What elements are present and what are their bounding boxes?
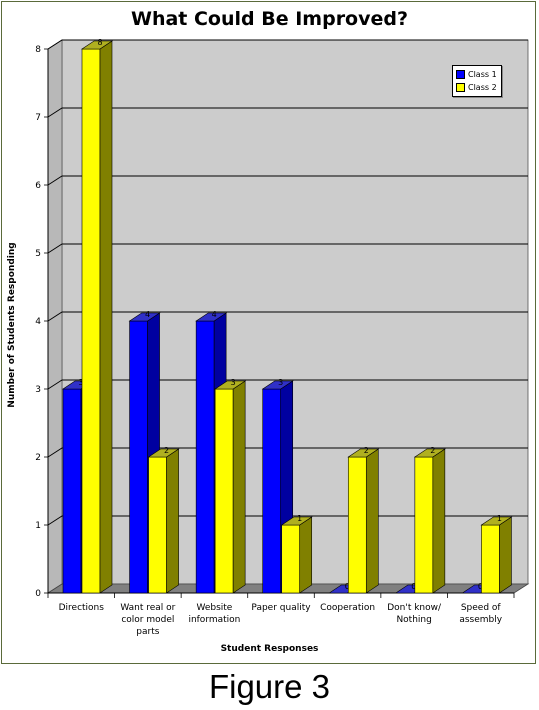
bar-data-label: 4 bbox=[145, 310, 150, 319]
gridline bbox=[47, 39, 528, 50]
x-axis-label: Student Responses bbox=[220, 644, 319, 654]
bar-side bbox=[232, 380, 246, 594]
legend-item-class-1: Class 1 bbox=[456, 68, 498, 81]
bar-side bbox=[432, 448, 446, 594]
x-tick-label: Website bbox=[196, 603, 232, 613]
bar-top bbox=[280, 516, 313, 526]
x-tick-label: information bbox=[188, 615, 240, 625]
bar-data-label: 0 bbox=[411, 582, 416, 591]
y-tick-label: 5 bbox=[35, 249, 41, 259]
y-tick-label: 6 bbox=[35, 181, 41, 191]
bar-data-label: 4 bbox=[212, 310, 217, 319]
bar-top bbox=[261, 380, 294, 390]
bar-data-label: 0 bbox=[478, 582, 483, 591]
y-tick-label: 4 bbox=[35, 317, 41, 327]
bar-side bbox=[499, 516, 512, 594]
bar-side bbox=[99, 40, 113, 594]
bar-data-label: 3 bbox=[78, 378, 83, 387]
bar bbox=[62, 388, 82, 594]
gridline bbox=[47, 175, 528, 186]
gridline bbox=[47, 243, 528, 254]
y-tick-label: 8 bbox=[35, 45, 41, 55]
chart-title: What Could Be Improved? bbox=[130, 8, 409, 30]
bar bbox=[195, 320, 215, 594]
bar-side bbox=[166, 448, 179, 594]
bar bbox=[148, 456, 167, 594]
bar-data-label: 1 bbox=[497, 514, 502, 523]
figure-caption: Figure 3 bbox=[208, 668, 331, 705]
bar bbox=[281, 524, 301, 594]
x-tick-label: Cooperation bbox=[320, 603, 375, 613]
legend-item-class-2: Class 2 bbox=[456, 81, 498, 94]
legend-swatch-class-2 bbox=[456, 83, 465, 92]
bar-data-label: 2 bbox=[164, 446, 169, 455]
y-tick-label: 3 bbox=[35, 385, 41, 395]
x-tick-label: assembly bbox=[459, 615, 502, 625]
x-tick-label: parts bbox=[136, 627, 159, 637]
bar-data-label: 3 bbox=[231, 378, 236, 387]
bar-top bbox=[214, 380, 247, 390]
legend-swatch-class-1 bbox=[456, 70, 465, 79]
x-tick-label: Directions bbox=[59, 603, 105, 613]
bar-top bbox=[81, 40, 113, 50]
bar-data-label: 0 bbox=[345, 582, 350, 591]
bar-top bbox=[347, 448, 380, 458]
gridline bbox=[47, 107, 528, 118]
chart-legend: Class 1 Class 2 bbox=[452, 65, 502, 97]
bar-data-label: 3 bbox=[278, 378, 283, 387]
x-tick-label: Speed of bbox=[461, 603, 502, 613]
y-tick-label: 1 bbox=[35, 521, 41, 531]
bar-top bbox=[413, 448, 446, 458]
gridline bbox=[47, 447, 528, 458]
bar bbox=[129, 320, 148, 594]
gridline bbox=[47, 379, 528, 390]
bar bbox=[262, 388, 282, 594]
bar bbox=[347, 456, 367, 594]
bar bbox=[481, 524, 500, 594]
x-tick-label: Don't know/ bbox=[387, 603, 442, 613]
legend-label-class-1: Class 1 bbox=[468, 70, 497, 79]
x-tick-label: Nothing bbox=[396, 615, 431, 625]
bar-side bbox=[299, 516, 313, 594]
legend-label-class-2: Class 2 bbox=[468, 83, 497, 92]
y-tick-label: 0 bbox=[35, 589, 41, 599]
bar-side bbox=[365, 448, 379, 594]
bar-data-label: 2 bbox=[430, 446, 435, 455]
bar-data-label: 8 bbox=[97, 38, 102, 47]
y-tick-label: 2 bbox=[35, 453, 41, 463]
x-tick-label: color model bbox=[121, 615, 174, 625]
chart-plot-area: 0 1 2 3 4 5 6 7 8 3 8 Directions 4 2 Want real or color… bbox=[35, 38, 530, 637]
bar bbox=[214, 388, 234, 594]
y-tick-label: 7 bbox=[35, 113, 41, 123]
bar-data-label: 1 bbox=[297, 514, 302, 523]
bar-top bbox=[480, 516, 513, 526]
bar-data-label: 2 bbox=[364, 446, 369, 455]
bar-top bbox=[147, 448, 180, 458]
gridline bbox=[47, 311, 528, 322]
bar-top bbox=[195, 312, 228, 322]
bar bbox=[81, 48, 101, 594]
x-tick-label: Paper quality bbox=[251, 603, 311, 613]
y-axis-label: Number of Students Responding bbox=[7, 242, 17, 408]
bar bbox=[414, 456, 434, 594]
bar-top bbox=[128, 312, 161, 322]
x-tick-label: Want real or bbox=[120, 603, 175, 613]
